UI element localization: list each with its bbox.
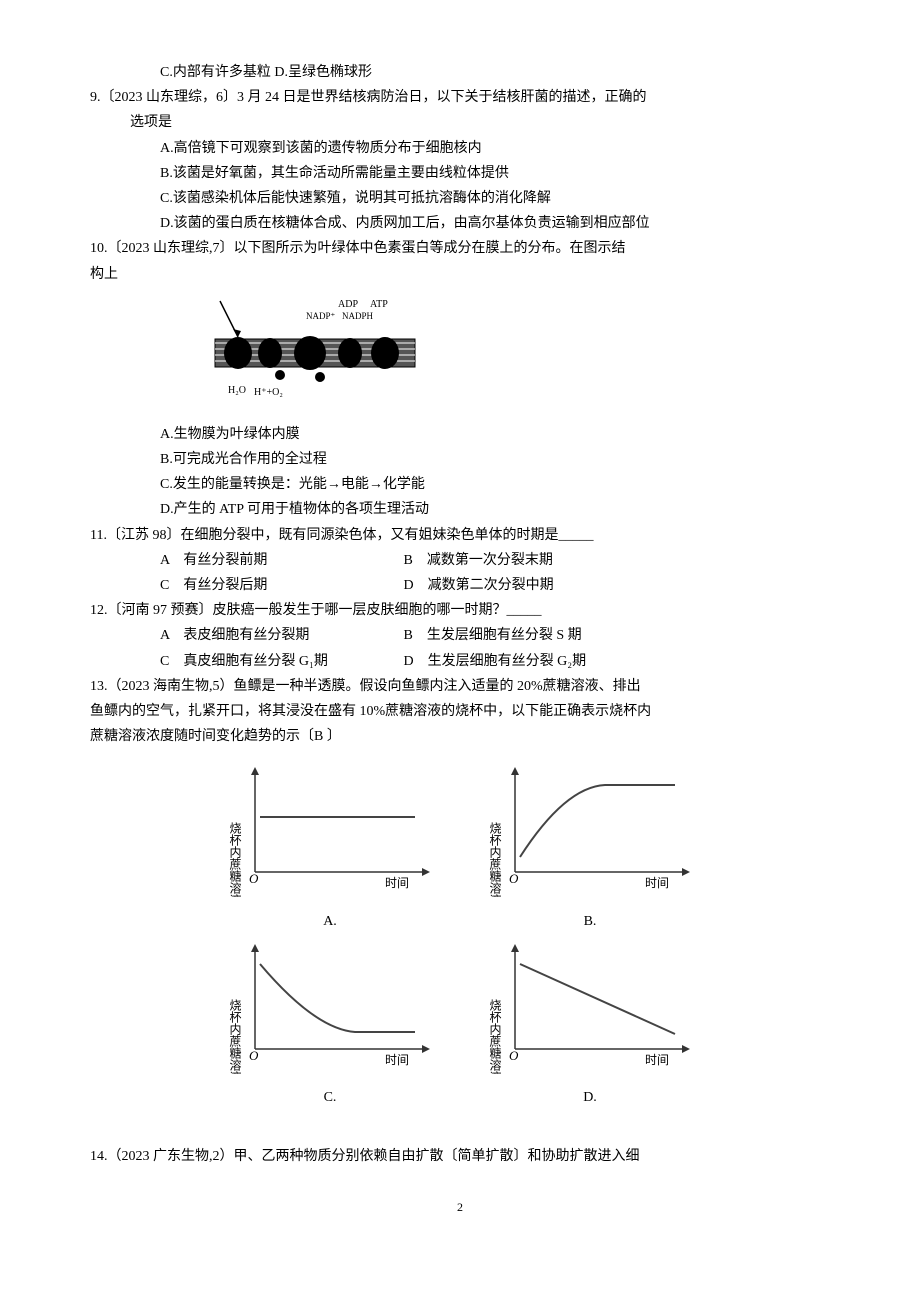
svg-text:O: O [249, 871, 259, 886]
q9-opt-d: D.该菌的蛋白质在核糖体合成、内质网加工后，由高尔基体负责运输到相应部位 [90, 211, 830, 236]
fig-adp-label: ADP [338, 299, 358, 310]
q12-opt-a: A 表皮细胞有丝分裂期 [160, 623, 400, 648]
q10-opt-d: D.产生的 ATP 可用于植物体的各项生理活动 [90, 497, 830, 522]
q9-opt-a: A.高倍镜下可观察到该菌的遗传物质分布于细胞核内 [90, 136, 830, 161]
chart-d-label: D. [460, 1085, 720, 1110]
q9-opt-c: C.该菌感染机体后能快速繁殖，说明其可抵抗溶酶体的消化降解 [90, 186, 830, 211]
svg-text:烧杯内蔗糖溶液浓度: 烧杯内蔗糖溶液浓度 [228, 822, 242, 897]
fig-nadp-label: NADP⁺ [306, 311, 336, 321]
q9-stem: 9.〔2023 山东理综，6〕3 月 24 日是世界结核病防治日，以下关于结核肝… [90, 85, 830, 110]
q10-opt-b: B.可完成光合作用的全过程 [90, 447, 830, 472]
svg-text:烧杯内蔗糖溶液浓度: 烧杯内蔗糖溶液浓度 [488, 998, 502, 1073]
svg-text:O: O [249, 1048, 259, 1063]
svg-text:时间: 时间 [385, 876, 409, 890]
q11-row1: A 有丝分裂前期 B 减数第一次分裂末期 [90, 548, 830, 573]
q12-opt-d: D 生发层细胞有丝分裂 G₂期 [404, 649, 644, 674]
q11-opt-c: C 有丝分裂后期 [160, 573, 400, 598]
q11-opt-b: B 减数第一次分裂末期 [404, 548, 644, 573]
q13-l2: 鱼鳔内的空气，扎紧开口，将其浸没在盛有 10%蔗糖溶液的烧杯中，以下能正确表示烧… [90, 699, 830, 724]
q11-opt-a: A 有丝分裂前期 [160, 548, 400, 573]
chart-b-label: B. [460, 909, 720, 934]
svg-text:时间: 时间 [645, 876, 669, 890]
q11-opt-d: D 减数第二次分裂中期 [404, 573, 644, 598]
q8-opt-d: D.呈绿色椭球形 [274, 65, 372, 80]
chart-a-label: A. [200, 909, 460, 934]
svg-text:O: O [509, 871, 519, 886]
q8-opt-c: C.内部有许多基粒 [160, 65, 271, 80]
q12-row1: A 表皮细胞有丝分裂期 B 生发层细胞有丝分裂 S 期 [90, 623, 830, 648]
q13-l3: 蔗糖溶液浓度随时间变化趋势的示〔B 〕 [90, 724, 830, 749]
q9-stem2: 选项是 [90, 110, 830, 135]
chart-c-label: C. [200, 1085, 460, 1110]
q10-figure: ADP ATP NADP⁺ NADPH H₂O H⁺+O₂ [90, 293, 830, 412]
chart-b: O 烧杯内蔗糖溶液浓度 时间 B. [460, 757, 720, 933]
q10-opt-c: C.发生的能量转换是：光能→电能→化学能 [90, 472, 830, 497]
fig-h-o2-label: H⁺+O₂ [254, 387, 283, 398]
fig-atp-label: ATP [370, 299, 388, 310]
q10-opt-a: A.生物膜为叶绿体内膜 [90, 422, 830, 447]
q13-l1: 13.（2023 海南生物,5）鱼鳔是一种半透膜。假设向鱼鳔内注入适量的 20%… [90, 674, 830, 699]
q8-options: C.内部有许多基粒 D.呈绿色椭球形 [90, 60, 830, 85]
svg-text:烧杯内蔗糖溶液浓度: 烧杯内蔗糖溶液浓度 [488, 822, 502, 897]
q12-stem: 12.〔河南 97 预赛〕皮肤癌一般发生于哪一层皮肤细胞的哪一时期？_____ [90, 598, 830, 623]
q10-stem1: 10.〔2023 山东理综,7〕以下图所示为叶绿体中色素蛋白等成分在膜上的分布。… [90, 236, 830, 261]
chart-c: O 烧杯内蔗糖溶液浓度 时间 C. [200, 934, 460, 1110]
q13-charts: O 烧杯内蔗糖溶液浓度 时间 A. O 烧杯内蔗糖溶液浓度 时间 B. [90, 757, 830, 1110]
q12-opt-c: C 真皮细胞有丝分裂 G₁期 [160, 649, 400, 674]
q14-l1: 14.（2023 广东生物,2）甲、乙两种物质分别依赖自由扩散〔简单扩散〕和协助… [90, 1144, 830, 1169]
chart-a: O 烧杯内蔗糖溶液浓度 时间 A. [200, 757, 460, 933]
svg-text:时间: 时间 [385, 1053, 409, 1067]
fig-nadph-label: NADPH [342, 311, 374, 321]
fig-h2o-label: H₂O [228, 385, 246, 396]
page-number: 2 [90, 1197, 830, 1219]
svg-text:时间: 时间 [645, 1053, 669, 1067]
chart-d: O 烧杯内蔗糖溶液浓度 时间 D. [460, 934, 720, 1110]
q11-stem: 11.〔江苏 98〕在细胞分裂中，既有同源染色体，又有姐妹染色单体的时期是___… [90, 523, 830, 548]
q12-opt-b: B 生发层细胞有丝分裂 S 期 [404, 623, 644, 648]
q10-stem2: 构上 [90, 262, 830, 287]
svg-text:烧杯内蔗糖溶液浓度: 烧杯内蔗糖溶液浓度 [228, 998, 242, 1073]
svg-text:O: O [509, 1048, 519, 1063]
q9-opt-b: B.该菌是好氧菌，其生命活动所需能量主要由线粒体提供 [90, 161, 830, 186]
q12-row2: C 真皮细胞有丝分裂 G₁期 D 生发层细胞有丝分裂 G₂期 [90, 649, 830, 674]
q11-row2: C 有丝分裂后期 D 减数第二次分裂中期 [90, 573, 830, 598]
